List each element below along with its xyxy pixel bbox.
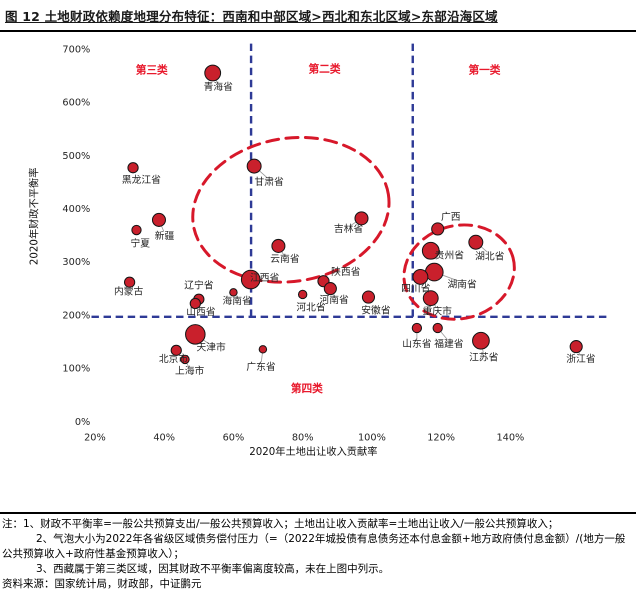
province-bubble [297,289,308,300]
y-axis-tick: 100% [62,364,90,375]
figure-notes: 注：1、财政不平衡率=一般公共预算支出/一般公共预算收入；土地出让收入贡献率=土… [0,512,636,592]
province-bubble [246,158,262,174]
province-bubble [354,211,369,226]
province-bubble [569,340,583,354]
note-line: 3、西藏属于第三类区域，因其财政不平衡率偏离度较高，未在上图中列示。 [36,563,390,575]
note-line: 注：1、财政不平衡率=一般公共预算支出/一般公共预算收入；土地出让收入贡献率=土… [2,518,559,530]
x-axis-tick: 100% [358,432,386,443]
province-label: 江苏省 [469,351,498,364]
province-label: 甘肃省 [254,175,283,188]
y-axis-title: 2020年财政不平衡率 [27,168,40,266]
province-bubble [123,276,136,288]
province-bubble [170,344,182,356]
province-label: 青海省 [204,80,233,93]
figure-header: 图 12 土地财政依赖度地理分布特征：西南和中部区域>西北和东北区域>东部沿海区… [0,4,636,32]
province-label: 河北省 [296,301,325,314]
province-bubble [412,268,429,285]
province-label: 山东省 [402,337,431,350]
y-axis-tick: 600% [62,98,90,109]
y-axis-tick: 700% [62,44,90,55]
y-axis-tick: 0% [75,417,90,428]
x-axis-tick: 40% [153,432,175,443]
y-axis-tick: 200% [62,310,90,321]
source-line: 资料来源：国家统计局，财政部，中证鹏元 [2,578,202,590]
province-bubble [229,288,238,297]
province-label: 广东省 [246,360,275,373]
province-bubble [204,64,222,82]
province-bubble [431,222,445,236]
quadrant-label: 第一类 [468,63,500,76]
province-label: 湖北省 [475,249,504,262]
x-axis-tick: 60% [223,432,245,443]
province-bubble [180,354,190,365]
quadrant-label: 第三类 [136,63,168,76]
province-bubble [131,224,142,236]
province-label: 湖南省 [448,277,477,290]
cluster-ellipse [191,135,391,284]
province-label: 重庆市 [423,304,452,317]
province-label: 广西 [441,211,461,223]
province-bubble [189,297,201,310]
province-bubble [151,212,166,227]
province-bubble [258,345,268,354]
province-label: 内蒙古 [114,285,143,298]
province-label: 云南省 [270,252,299,265]
province-label: 贵州省 [435,249,464,262]
province-label: 辽宁省 [184,279,213,292]
province-label: 海南省 [223,294,252,307]
province-label: 上海市 [175,364,204,377]
cluster-ellipse [402,223,516,321]
province-bubble [432,322,443,334]
x-axis-tick: 120% [427,432,455,443]
y-axis-tick: 400% [62,204,90,215]
x-axis-tick: 80% [292,432,314,443]
x-axis-tick: 20% [84,432,106,443]
province-bubble [185,324,206,345]
province-label: 四川省 [401,281,430,294]
province-label: 宁夏 [130,236,150,249]
province-label: 新疆 [155,229,175,242]
province-bubble [361,290,376,304]
y-axis-tick: 300% [62,257,90,268]
province-label: 江西省 [250,271,279,284]
province-label: 吉林省 [334,222,363,235]
province-bubble [271,238,286,253]
province-label: 山西省 [186,305,215,318]
province-label: 天津市 [196,341,225,354]
quadrant-label: 第四类 [291,382,323,395]
province-bubble [421,241,440,260]
y-axis-tick: 500% [62,151,90,162]
quadrant-label: 第二类 [308,62,340,75]
province-bubble [323,282,337,296]
province-label: 北京市 [159,352,188,365]
province-bubble [468,234,484,250]
x-axis-tick: 140% [496,432,524,443]
province-label: 河南省 [319,293,348,306]
province-label: 陕西省 [331,265,360,278]
x-axis-title: 2020年土地出让收入贡献率 [249,445,377,458]
note-line: 2、气泡大小为2022年各省级区域债务偿付压力（=（2022年城投债有息债务还本… [2,533,626,560]
province-bubble [422,290,439,307]
province-label: 浙江省 [566,352,595,365]
province-bubble [472,331,490,350]
province-bubble [240,269,261,290]
province-bubble [127,162,139,174]
province-label: 福建省 [434,337,463,350]
province-bubble [411,322,423,334]
province-label: 安徽省 [361,303,390,316]
figure-title: 图 12 土地财政依赖度地理分布特征：西南和中部区域>西北和东北区域>东部沿海区… [5,9,498,24]
province-label: 黑龙江省 [122,173,161,186]
